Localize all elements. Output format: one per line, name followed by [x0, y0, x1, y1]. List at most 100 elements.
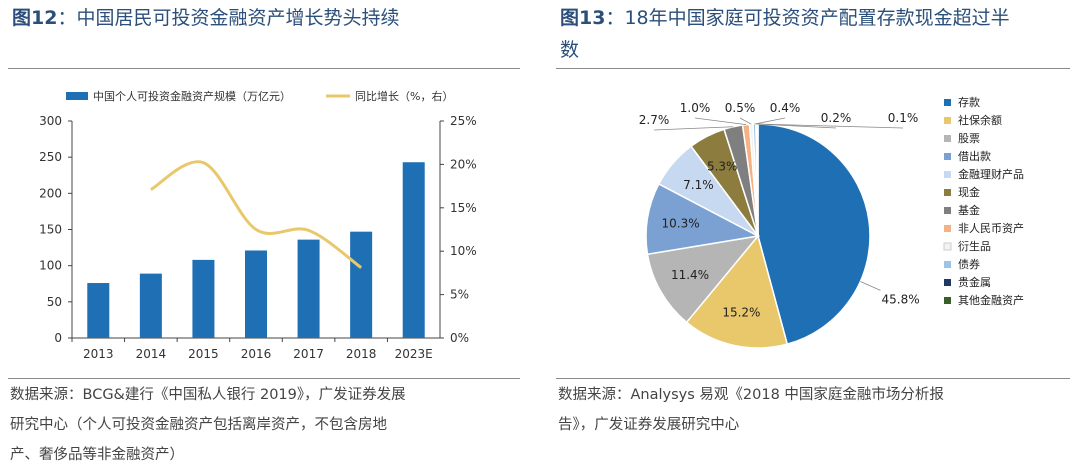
- legend-swatch-借出款: [944, 153, 951, 160]
- legend-label-现金: 现金: [958, 185, 980, 199]
- left-y-tick-label: 0: [54, 331, 62, 345]
- pie-slice-社保余额: [685, 234, 789, 349]
- left-figure-title: 图12：中国居民可投资金融资产增长势头持续: [12, 4, 399, 32]
- bar-2016: [245, 250, 267, 338]
- x-tick-label: 2014: [136, 347, 167, 361]
- right-figure-title-line-2: 数: [560, 39, 580, 61]
- legend-label-股票: 股票: [958, 132, 980, 145]
- pie-value-label: 45.8%: [882, 292, 920, 306]
- legend-swatch-贵金属: [944, 279, 951, 286]
- right-source-rule: [556, 378, 1070, 379]
- legend-label-社保余额: 社保余额: [958, 113, 1002, 127]
- pie-value-label: 10.3%: [662, 216, 700, 230]
- left-title-rule: [8, 68, 520, 69]
- pie-value-label: 1.0%: [680, 101, 711, 115]
- right-y-tick-label: 10%: [450, 244, 477, 258]
- legend-line-label: 同比增长（%，右）: [355, 89, 453, 103]
- left-y-tick-label: 150: [39, 223, 62, 237]
- pie-slices: [645, 123, 871, 349]
- bar-chart-legend: 中国个人可投资金融资产规模（万亿元） 同比增长（%，右）: [66, 89, 453, 103]
- legend-swatch-存款: [944, 99, 951, 106]
- pie-value-label: 0.2%: [821, 111, 852, 125]
- pie-value-label: 15.2%: [722, 306, 760, 320]
- bar-2013: [87, 283, 110, 338]
- pie-value-label: 11.4%: [671, 268, 709, 282]
- legend-bar-label: 中国个人可投资金融资产规模（万亿元）: [93, 89, 291, 103]
- legend-swatch-股票: [944, 135, 951, 142]
- legend-label-衍生品: 衍生品: [958, 239, 991, 253]
- pie-value-label: 5.3%: [707, 159, 738, 173]
- left-y-tick-label: 250: [39, 150, 62, 164]
- legend-swatch-衍生品: [943, 242, 952, 251]
- legend-swatch-其他金融资产: [944, 297, 951, 304]
- left-title-colon: ：: [57, 7, 77, 29]
- pie-leader-line: [757, 123, 904, 129]
- left-source-line-3: 产、奢侈品等非金融资产）: [10, 447, 184, 463]
- right-y-tick-label: 20%: [450, 157, 477, 171]
- left-y-tick-label: 50: [47, 295, 62, 309]
- left-y-tick-label: 200: [39, 186, 62, 200]
- pie-leader-line: [754, 117, 786, 125]
- legend-swatch-基金: [944, 207, 951, 214]
- right-y-tick-label: 25%: [450, 114, 477, 128]
- legend-swatch-社保余额: [944, 117, 951, 124]
- x-tick-label: 2016: [241, 347, 272, 361]
- bar-2023E: [402, 162, 425, 338]
- x-tick-label: 2018: [346, 347, 377, 361]
- legend-label-债券: 债券: [958, 257, 980, 271]
- right-figure-title: 图13：18年中国家庭可投资资产配置存款现金超过半: [560, 4, 1010, 32]
- bar-chart-axes: 0 50 100 150 200 250 300 0% 5% 10% 15% 20% 25% 2013 20…: [39, 114, 477, 361]
- legend-label-存款: 存款: [958, 95, 980, 109]
- x-tick-label: 2023E: [395, 347, 433, 361]
- legend-label-其他金融资产: 其他金融资产: [958, 293, 1024, 307]
- pie-slice-股票: [646, 234, 760, 324]
- legend-swatch-债券: [944, 261, 951, 268]
- x-tick-label: 2017: [293, 347, 324, 361]
- bar-2017: [297, 239, 320, 338]
- right-y-tick-label: 15%: [450, 201, 477, 215]
- pie-chart: 45.8% 15.2% 11.4% 10.3% 7.1% 5.3% 2.7% 1.0% 0.5%…: [639, 95, 1024, 349]
- left-source-rule: [8, 378, 520, 379]
- legend-label-金融理财产品: 金融理财产品: [958, 167, 1024, 181]
- right-y-tick-label: 0%: [450, 331, 469, 345]
- pie-leader-line: [739, 117, 752, 125]
- right-title-colon: ：: [605, 7, 625, 29]
- right-figure-label: 图13: [560, 7, 606, 29]
- pie-value-label: 0.5%: [725, 101, 756, 115]
- legend-label-非人民币资产: 非人民币资产: [958, 221, 1024, 235]
- pie-value-label: 2.7%: [639, 113, 670, 127]
- left-source-line-1: 数据来源：BCG&建行《中国私人银行 2019》，广发证券发展: [10, 387, 406, 403]
- pie-slice-借出款: [645, 182, 761, 256]
- growth-rate-line: [150, 160, 363, 269]
- bar-chart-growth-line: [150, 160, 363, 269]
- right-title-rule: [556, 68, 1070, 69]
- right-source-line-1: 数据来源：Analysys 易观《2018 中国家庭金融市场分析报: [558, 387, 944, 403]
- legend-label-基金: 基金: [958, 203, 980, 217]
- left-figure-label: 图12: [12, 7, 58, 29]
- left-figure-title-text: 中国居民可投资金融资产增长势头持续: [76, 7, 400, 29]
- left-y-tick-label: 300: [39, 114, 62, 128]
- pie-value-label: 0.1%: [888, 111, 919, 125]
- bar-2014: [139, 273, 162, 338]
- legend-swatch-金融理财产品: [944, 171, 951, 178]
- pie-value-label: 0.4%: [770, 101, 801, 115]
- pie-leader-line: [860, 281, 881, 291]
- bar-line-chart: 中国个人可投资金融资产规模（万亿元） 同比增长（%，右） 0 50 100 150 200…: [39, 89, 477, 361]
- legend-bar-swatch: [66, 92, 88, 100]
- x-tick-label: 2015: [188, 347, 219, 361]
- right-y-tick-label: 5%: [450, 288, 469, 302]
- bar-2018: [350, 231, 373, 338]
- legend-label-借出款: 借出款: [958, 149, 991, 163]
- left-source-line-2: 研究中心（个人可投资金融资产包括离岸资产，不包含房地: [10, 417, 387, 433]
- x-tick-label: 2013: [83, 347, 114, 361]
- bar-chart-bars: [87, 162, 425, 338]
- legend-label-贵金属: 贵金属: [958, 275, 991, 289]
- bar-2015: [192, 259, 215, 338]
- pie-legend: 存款社保余额股票借出款金融理财产品现金基金非人民币资产衍生品债券贵金属其他金融资…: [943, 95, 1024, 307]
- pie-value-label: 7.1%: [683, 178, 714, 192]
- legend-swatch-非人民币资产: [944, 225, 951, 232]
- legend-swatch-现金: [944, 189, 951, 196]
- right-figure-title-line-1: 18年中国家庭可投资资产配置存款现金超过半: [624, 7, 1010, 29]
- right-source-line-2: 告》，广发证券发展研究中心: [558, 417, 740, 433]
- pie-leader-line: [694, 117, 747, 126]
